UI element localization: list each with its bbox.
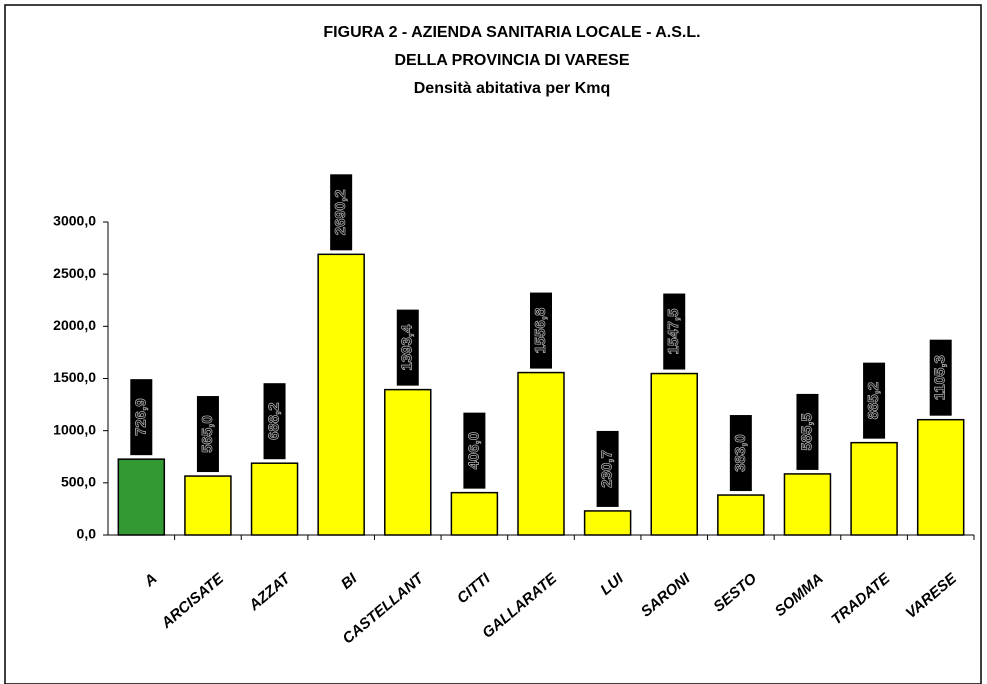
value-label-box bbox=[196, 396, 219, 473]
bar bbox=[117, 458, 166, 536]
value-label: 1393,4 bbox=[399, 324, 416, 371]
value-label: 1105,3 bbox=[932, 355, 949, 400]
value-label: 565,0 bbox=[199, 415, 216, 453]
chart-title: FIGURA 2 - AZIENDA SANITARIA LOCALE - A.… bbox=[323, 24, 700, 41]
value-label-box bbox=[463, 412, 486, 489]
bar bbox=[317, 253, 365, 536]
value-label-box bbox=[330, 174, 353, 251]
bar bbox=[717, 494, 765, 536]
bar bbox=[583, 510, 632, 536]
bar bbox=[517, 371, 565, 536]
value-label-box bbox=[863, 362, 886, 439]
bar bbox=[916, 418, 965, 536]
bar bbox=[850, 441, 898, 536]
y-tick-label: 1500,0 bbox=[53, 369, 96, 385]
value-label: 383,0 bbox=[732, 434, 749, 472]
chart-subtitle: Densità abitativa per Kmq bbox=[414, 80, 611, 97]
value-label: 726,9 bbox=[132, 398, 149, 436]
value-label-box bbox=[130, 379, 153, 456]
value-label: 230,7 bbox=[599, 450, 616, 488]
value-label: 406,0 bbox=[465, 432, 482, 470]
y-tick-label: 500,0 bbox=[61, 474, 96, 490]
value-label-box bbox=[729, 415, 752, 492]
value-label-box bbox=[530, 292, 552, 369]
chart-title: DELLA PROVINCIA DI VARESE bbox=[395, 52, 630, 69]
chart-border bbox=[4, 4, 982, 684]
y-tick-label: 1000,0 bbox=[53, 421, 96, 437]
bar bbox=[650, 372, 698, 536]
y-tick-label: 3000,0 bbox=[53, 213, 96, 229]
value-label-box bbox=[596, 430, 619, 507]
y-tick-label: 2500,0 bbox=[53, 265, 96, 281]
value-label: 1556,8 bbox=[532, 308, 549, 354]
y-tick-label: 0,0 bbox=[77, 526, 97, 542]
value-label: 2690,2 bbox=[332, 189, 349, 235]
y-tick-label: 2000,0 bbox=[53, 317, 96, 333]
value-label: 1547,5 bbox=[665, 309, 682, 355]
value-label-box bbox=[263, 383, 286, 460]
bar bbox=[783, 473, 832, 536]
value-label: 585,5 bbox=[798, 413, 815, 451]
value-label-box bbox=[796, 393, 819, 470]
value-label: 885,2 bbox=[865, 382, 882, 420]
bar bbox=[450, 491, 499, 536]
value-label-box bbox=[929, 339, 952, 416]
value-label: 688,2 bbox=[266, 402, 283, 440]
value-label-box bbox=[663, 293, 686, 370]
value-label-box bbox=[396, 309, 419, 386]
bar bbox=[250, 462, 299, 536]
bar bbox=[384, 388, 432, 536]
bar bbox=[184, 475, 232, 536]
